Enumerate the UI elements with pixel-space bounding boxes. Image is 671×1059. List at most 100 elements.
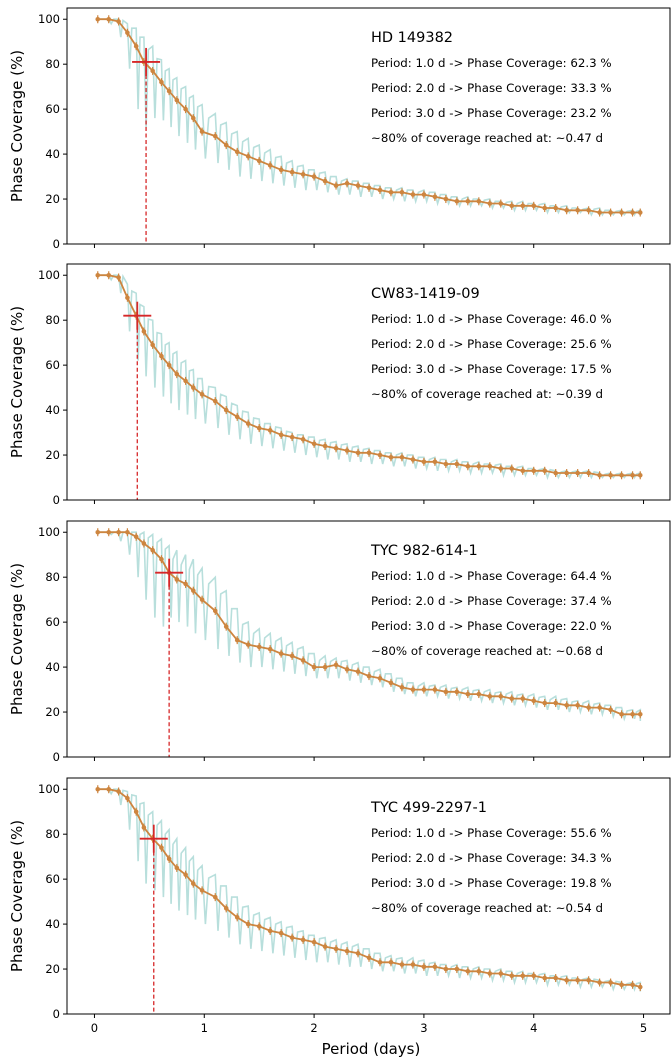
data-point xyxy=(174,97,180,103)
data-point xyxy=(454,966,460,972)
data-point xyxy=(174,371,180,377)
y-tick-label: 0 xyxy=(53,237,60,251)
data-point xyxy=(421,687,427,692)
data-point xyxy=(619,982,624,988)
data-point xyxy=(278,167,284,173)
data-point xyxy=(630,210,635,215)
raw-coverage-band xyxy=(97,788,642,993)
data-point xyxy=(619,711,624,717)
data-point xyxy=(586,207,591,213)
data-point xyxy=(333,662,339,668)
annotation-line: Period: 3.0 d -> Phase Coverage: 23.2 % xyxy=(371,106,612,120)
annotation-line: Period: 3.0 d -> Phase Coverage: 17.5 % xyxy=(371,362,612,376)
annotation-line: Period: 3.0 d -> Phase Coverage: 19.8 % xyxy=(371,876,612,890)
data-point xyxy=(432,194,438,200)
data-point xyxy=(498,466,504,471)
data-point xyxy=(166,362,172,368)
data-point xyxy=(106,16,112,22)
y-tick-label: 40 xyxy=(45,147,60,161)
data-point xyxy=(199,597,205,602)
annotation-line: Period: 1.0 d -> Phase Coverage: 64.4 % xyxy=(371,569,612,583)
data-point xyxy=(630,472,635,478)
data-point xyxy=(322,664,328,670)
annotation-line: ~80% of coverage reached at: ~0.54 d xyxy=(371,901,603,915)
data-point xyxy=(465,198,471,204)
data-point xyxy=(300,437,306,442)
data-point xyxy=(150,68,155,74)
data-point xyxy=(377,676,383,681)
data-point xyxy=(410,192,416,197)
raw-coverage-band xyxy=(97,530,642,722)
data-point xyxy=(421,192,427,197)
y-tick-label: 40 xyxy=(45,917,60,931)
data-point xyxy=(199,392,205,397)
plot-frame xyxy=(66,520,671,758)
y-tick-label: 100 xyxy=(38,782,60,796)
x-tick-label: 4 xyxy=(530,1021,537,1035)
data-point xyxy=(223,142,229,148)
data-point xyxy=(608,210,613,215)
data-point xyxy=(637,210,643,215)
data-point xyxy=(586,470,591,476)
y-tick-label: 80 xyxy=(45,827,60,841)
data-point xyxy=(289,653,295,659)
data-point xyxy=(183,872,188,877)
data-point xyxy=(116,19,121,24)
data-point xyxy=(421,964,427,970)
data-point xyxy=(344,948,350,954)
annotation-line: Period: 1.0 d -> Phase Coverage: 62.3 % xyxy=(371,56,612,70)
annotation-line: ~80% of coverage reached at: ~0.68 d xyxy=(371,644,603,658)
data-point xyxy=(597,210,602,215)
data-point xyxy=(564,703,569,708)
data-point xyxy=(234,414,240,420)
data-point xyxy=(355,669,361,674)
data-point xyxy=(586,977,591,983)
data-point xyxy=(95,786,101,792)
data-point xyxy=(141,825,147,830)
data-point xyxy=(150,342,155,348)
data-point xyxy=(245,154,251,159)
data-point xyxy=(586,705,591,710)
x-tick-label: 3 xyxy=(420,1021,427,1035)
data-point xyxy=(116,789,121,794)
data-point xyxy=(575,977,580,983)
data-point xyxy=(278,432,284,438)
annotation-line: Period: 2.0 d -> Phase Coverage: 37.4 % xyxy=(371,594,612,608)
y-axis-label: Phase Coverage (%) xyxy=(8,50,26,202)
data-point xyxy=(159,353,164,359)
data-point xyxy=(199,888,205,893)
data-point xyxy=(223,624,229,629)
data-point xyxy=(322,443,328,449)
data-point xyxy=(183,106,188,112)
data-point xyxy=(344,667,350,672)
target-name: CW83-1419-09 xyxy=(371,286,480,302)
target-name: TYC 499-2297-1 xyxy=(370,800,487,816)
data-point xyxy=(174,577,180,582)
data-point xyxy=(542,975,548,981)
data-point xyxy=(531,698,537,704)
y-tick-label: 0 xyxy=(53,1007,60,1021)
data-point xyxy=(619,472,624,478)
data-point xyxy=(212,398,218,404)
data-point xyxy=(95,16,101,22)
data-point xyxy=(278,930,284,936)
data-point xyxy=(245,421,251,426)
data-point xyxy=(487,463,493,469)
data-point xyxy=(487,201,493,206)
data-point xyxy=(133,809,139,815)
data-point xyxy=(520,203,526,209)
y-tick-label: 80 xyxy=(45,57,60,71)
y-tick-label: 100 xyxy=(38,12,60,26)
data-point xyxy=(410,457,416,462)
data-point xyxy=(125,795,130,801)
data-point xyxy=(608,980,613,985)
data-point xyxy=(125,295,130,301)
data-point xyxy=(531,468,537,474)
data-point xyxy=(637,984,643,990)
x-tick-label: 0 xyxy=(91,1021,98,1035)
data-point xyxy=(95,529,101,535)
data-point xyxy=(256,924,262,929)
data-point xyxy=(300,937,306,943)
data-point xyxy=(388,454,394,460)
chart-panel-4: Phase Coverage (%) 0 20 40 60 80 100 0 1 2 3 4 5 TYC … xyxy=(8,777,671,1035)
